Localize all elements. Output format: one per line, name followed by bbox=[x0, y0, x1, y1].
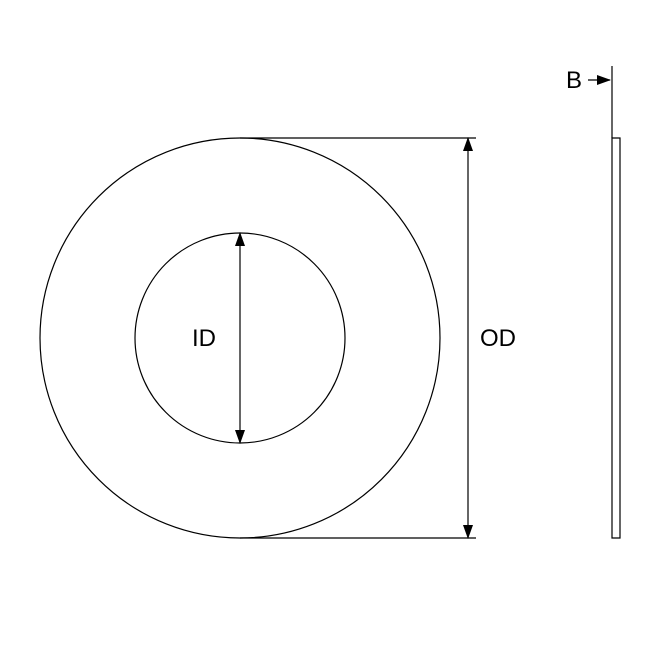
washer-side-view bbox=[612, 138, 620, 538]
washer-dimension-diagram: ID OD B bbox=[0, 0, 670, 670]
id-label: ID bbox=[192, 325, 216, 352]
b-label: B bbox=[566, 67, 582, 94]
od-label: OD bbox=[480, 325, 516, 352]
